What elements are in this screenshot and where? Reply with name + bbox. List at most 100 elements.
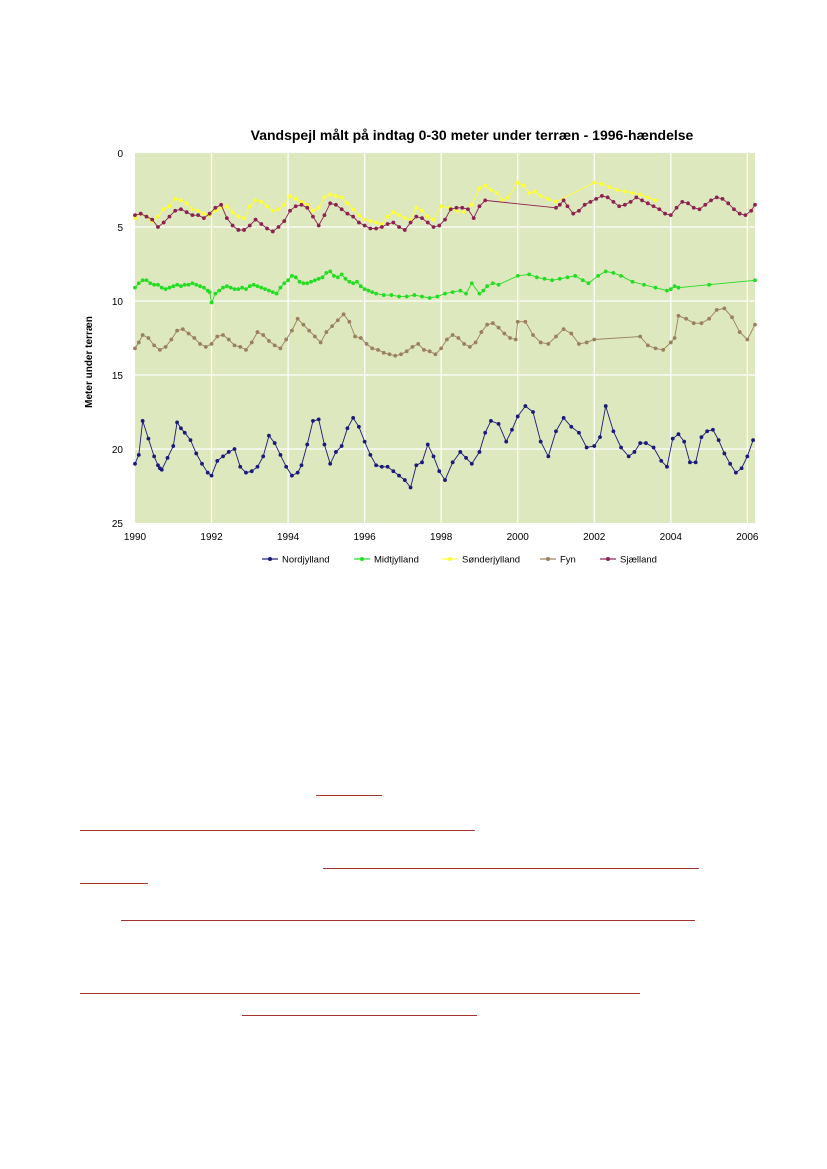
- data-point: [379, 464, 384, 469]
- data-point: [140, 278, 145, 283]
- x-tick-label: 1992: [200, 532, 223, 543]
- data-point: [577, 342, 581, 346]
- data-point: [339, 195, 344, 200]
- legend-swatch-marker: [268, 557, 272, 561]
- data-point: [720, 196, 725, 201]
- data-point: [175, 328, 179, 333]
- data-point: [584, 445, 589, 450]
- data-point: [379, 222, 384, 226]
- data-point: [355, 279, 359, 284]
- data-point: [228, 285, 233, 290]
- data-point: [743, 213, 748, 218]
- data-point: [523, 319, 528, 324]
- data-point: [150, 217, 155, 222]
- data-point: [753, 322, 757, 327]
- data-point: [293, 196, 298, 201]
- data-point: [226, 337, 231, 342]
- data-point: [644, 441, 648, 445]
- data-point: [410, 344, 415, 349]
- data-point: [737, 211, 742, 216]
- data-point: [739, 466, 744, 471]
- data-point: [490, 281, 495, 286]
- data-point: [136, 281, 141, 286]
- legend-label: Sønderjylland: [462, 555, 520, 566]
- data-point: [554, 199, 558, 204]
- data-point: [184, 210, 189, 215]
- data-point: [232, 343, 237, 348]
- data-point: [290, 473, 294, 478]
- data-point: [236, 287, 241, 292]
- data-point: [140, 418, 145, 423]
- data-point: [546, 342, 551, 346]
- data-point: [213, 205, 218, 210]
- data-point: [161, 220, 166, 225]
- data-point: [305, 205, 310, 210]
- data-point: [374, 226, 379, 231]
- data-point: [402, 216, 407, 221]
- y-tick-label: 10: [112, 297, 124, 308]
- x-tick-label: 1994: [277, 532, 300, 543]
- data-point: [368, 226, 373, 231]
- y-axis: 0 5 10 15 20 25: [112, 149, 124, 530]
- data-point: [573, 273, 578, 278]
- data-point: [561, 198, 566, 203]
- data-point: [186, 282, 191, 287]
- data-point: [370, 346, 375, 351]
- data-point: [611, 429, 616, 434]
- data-point: [374, 291, 379, 296]
- data-point: [651, 445, 656, 450]
- data-point: [270, 229, 275, 234]
- data-point: [173, 196, 178, 201]
- data-point: [230, 210, 235, 215]
- data-point: [226, 450, 231, 454]
- data-point: [253, 217, 258, 222]
- data-point: [676, 432, 681, 437]
- data-point: [136, 340, 141, 345]
- data-point: [611, 270, 616, 275]
- data-point: [270, 208, 275, 213]
- data-point: [506, 195, 511, 200]
- data-point: [221, 333, 225, 337]
- data-point: [163, 344, 168, 349]
- data-point: [733, 470, 738, 475]
- data-point: [600, 194, 604, 198]
- data-point: [167, 214, 172, 219]
- data-point: [376, 347, 380, 352]
- data-point: [676, 285, 681, 290]
- data-point: [592, 444, 597, 448]
- data-point: [356, 424, 361, 429]
- data-point: [402, 478, 407, 482]
- data-point: [161, 207, 166, 212]
- data-point: [324, 270, 329, 275]
- data-point: [351, 416, 356, 420]
- data-point: [638, 192, 643, 197]
- data-point: [749, 208, 754, 213]
- data-point: [276, 207, 281, 212]
- data-point: [431, 217, 436, 222]
- data-point: [156, 214, 160, 219]
- data-point: [391, 220, 396, 225]
- y-tick-label: 0: [117, 149, 123, 160]
- data-point: [728, 461, 733, 466]
- data-point: [309, 279, 313, 284]
- data-point: [156, 225, 160, 229]
- data-point: [745, 337, 750, 342]
- data-point: [259, 222, 264, 226]
- chart-title: Vandspejl målt på indtag 0-30 meter unde…: [251, 127, 694, 143]
- data-point: [311, 418, 315, 423]
- legend-swatch-marker: [606, 557, 610, 561]
- legend-swatch-marker: [546, 557, 550, 561]
- data-point: [156, 282, 160, 287]
- data-point: [282, 219, 287, 223]
- data-point: [577, 430, 581, 435]
- data-point: [217, 288, 222, 293]
- data-point: [682, 439, 687, 444]
- data-point: [345, 426, 350, 431]
- data-point: [469, 202, 474, 207]
- data-point: [282, 281, 287, 286]
- data-point: [592, 180, 597, 185]
- data-point: [188, 438, 193, 443]
- data-point: [356, 213, 361, 218]
- data-point: [546, 454, 551, 459]
- data-point: [477, 186, 482, 191]
